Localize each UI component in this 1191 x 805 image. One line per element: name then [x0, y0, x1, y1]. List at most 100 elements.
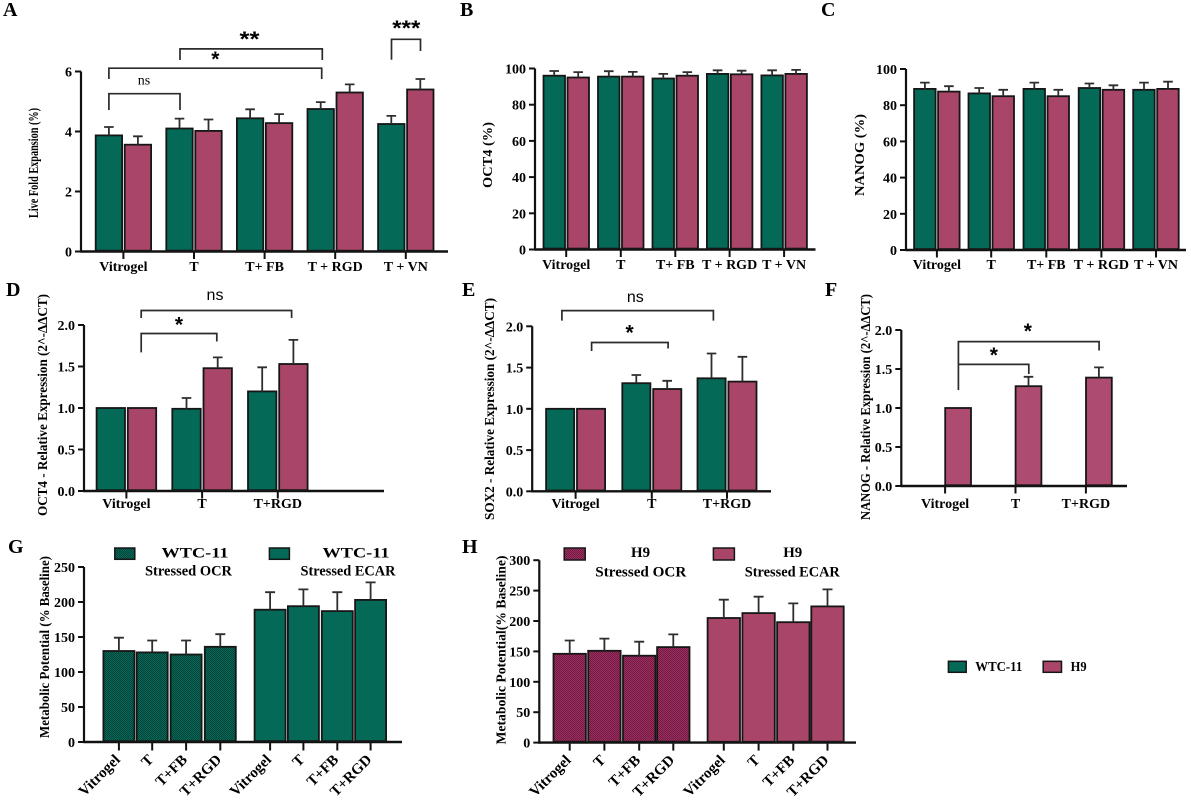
svg-text:4: 4: [65, 126, 72, 141]
svg-text:60: 60: [883, 135, 897, 150]
svg-text:F: F: [825, 279, 837, 301]
svg-text:2.0: 2.0: [875, 324, 893, 339]
svg-text:*: *: [626, 322, 635, 345]
svg-text:H9: H9: [1071, 660, 1087, 675]
svg-text:Live Fold Expansion (%): Live Fold Expansion (%): [27, 108, 42, 218]
svg-text:ns: ns: [207, 287, 224, 304]
svg-text:80: 80: [512, 99, 526, 114]
svg-text:*: *: [1024, 320, 1033, 343]
svg-text:150: 150: [54, 631, 75, 646]
svg-text:20: 20: [883, 208, 897, 223]
svg-text:H9: H9: [631, 545, 650, 561]
svg-text:100: 100: [54, 666, 75, 681]
svg-text:2: 2: [65, 186, 72, 201]
svg-text:40: 40: [512, 171, 526, 186]
svg-text:1.0: 1.0: [875, 402, 893, 417]
svg-text:T + RGD: T + RGD: [702, 258, 757, 273]
svg-text:100: 100: [876, 63, 897, 78]
svg-text:80: 80: [883, 99, 897, 114]
svg-text:50: 50: [61, 701, 75, 716]
svg-text:T: T: [987, 258, 997, 273]
svg-text:0: 0: [523, 737, 530, 752]
svg-text:T + VN: T + VN: [1134, 258, 1178, 273]
svg-text:0: 0: [519, 244, 526, 259]
svg-text:H: H: [462, 536, 478, 558]
svg-text:T + RGD: T + RGD: [1074, 258, 1129, 273]
svg-text:1.5: 1.5: [58, 361, 76, 376]
svg-text:T: T: [1011, 497, 1021, 512]
svg-text:200: 200: [509, 615, 530, 630]
svg-text:Vitrogel: Vitrogel: [542, 258, 590, 273]
svg-text:NANOG (%): NANOG (%): [853, 114, 868, 196]
svg-text:ns: ns: [627, 289, 644, 306]
svg-text:2.0: 2.0: [506, 320, 524, 335]
svg-text:D: D: [6, 279, 20, 301]
svg-text:T: T: [197, 497, 207, 512]
svg-text:ns: ns: [138, 74, 150, 89]
svg-text:T: T: [616, 258, 626, 273]
svg-text:G: G: [8, 536, 24, 558]
svg-text:*: *: [211, 48, 220, 71]
svg-text:T + VN: T + VN: [384, 260, 428, 275]
svg-text:*: *: [990, 344, 999, 367]
svg-text:0.0: 0.0: [875, 480, 893, 495]
svg-text:1.0: 1.0: [506, 403, 524, 418]
svg-text:1.0: 1.0: [58, 402, 76, 417]
svg-text:Metabolic Potential(% Baseline: Metabolic Potential(% Baseline): [495, 555, 510, 744]
svg-text:60: 60: [512, 135, 526, 150]
svg-text:Stressed ECAR: Stressed ECAR: [745, 565, 840, 581]
svg-text:T + RGD: T + RGD: [308, 260, 363, 275]
svg-text:6: 6: [65, 66, 72, 81]
svg-text:Stressed ECAR: Stressed ECAR: [301, 563, 396, 579]
svg-text:250: 250: [509, 585, 530, 600]
svg-text:T+ FB: T+ FB: [245, 260, 284, 275]
svg-text:0.0: 0.0: [506, 485, 524, 500]
svg-text:T+RGD: T+RGD: [703, 497, 751, 512]
svg-text:Vitrogel: Vitrogel: [551, 497, 599, 512]
svg-text:1.5: 1.5: [506, 362, 524, 377]
svg-text:0: 0: [65, 246, 72, 261]
svg-text:H9: H9: [783, 545, 802, 561]
svg-text:B: B: [460, 0, 473, 21]
svg-text:**: **: [240, 28, 261, 51]
svg-text:T+RGD: T+RGD: [254, 497, 302, 512]
svg-text:0.0: 0.0: [58, 485, 76, 500]
svg-text:50: 50: [516, 706, 530, 721]
svg-text:T+RGD: T+RGD: [1062, 497, 1110, 512]
svg-text:150: 150: [509, 645, 530, 660]
svg-text:250: 250: [54, 561, 75, 576]
svg-text:300: 300: [509, 554, 530, 569]
svg-text:T: T: [189, 260, 199, 275]
svg-text:***: ***: [392, 17, 421, 40]
svg-text:WTC-11: WTC-11: [162, 546, 229, 562]
svg-text:WTC-11: WTC-11: [323, 546, 390, 562]
svg-text:*: *: [175, 314, 184, 337]
svg-text:T + VN: T + VN: [762, 258, 806, 273]
svg-text:200: 200: [54, 596, 75, 611]
svg-text:0: 0: [890, 244, 897, 259]
svg-text:WTC-11: WTC-11: [975, 660, 1022, 675]
svg-text:Vitrogel: Vitrogel: [921, 497, 969, 512]
svg-text:0.5: 0.5: [58, 444, 76, 459]
svg-text:1.5: 1.5: [875, 363, 893, 378]
svg-text:NANOG - Relative Expression (2: NANOG - Relative Expression (2^-ΔΔCT): [858, 294, 873, 520]
svg-text:A: A: [3, 0, 18, 21]
svg-text:Stressed OCR: Stressed OCR: [595, 565, 686, 581]
svg-text:T+ FB: T+ FB: [1027, 258, 1066, 273]
svg-text:C: C: [821, 0, 835, 21]
svg-text:Metabolic Potential (% Baselin: Metabolic Potential (% Baseline): [38, 556, 53, 738]
svg-text:0.5: 0.5: [506, 444, 524, 459]
svg-text:SOX2 - Relative Expression (2^: SOX2 - Relative Expression (2^-ΔΔCT): [482, 298, 497, 520]
svg-text:Vitrogel: Vitrogel: [99, 260, 147, 275]
svg-text:40: 40: [883, 172, 897, 187]
svg-text:20: 20: [512, 207, 526, 222]
svg-text:Stressed OCR: Stressed OCR: [145, 563, 232, 579]
svg-text:T+ FB: T+ FB: [656, 258, 695, 273]
svg-text:OCT4 (%): OCT4 (%): [481, 122, 496, 188]
svg-text:OCT4 - Relative Expression (2^: OCT4 - Relative Expression (2^-ΔΔCT): [35, 294, 50, 516]
svg-text:100: 100: [509, 676, 530, 691]
svg-text:Vitrogel: Vitrogel: [913, 258, 961, 273]
svg-text:0.5: 0.5: [875, 441, 893, 456]
svg-text:E: E: [462, 279, 475, 301]
svg-text:T: T: [647, 497, 657, 512]
